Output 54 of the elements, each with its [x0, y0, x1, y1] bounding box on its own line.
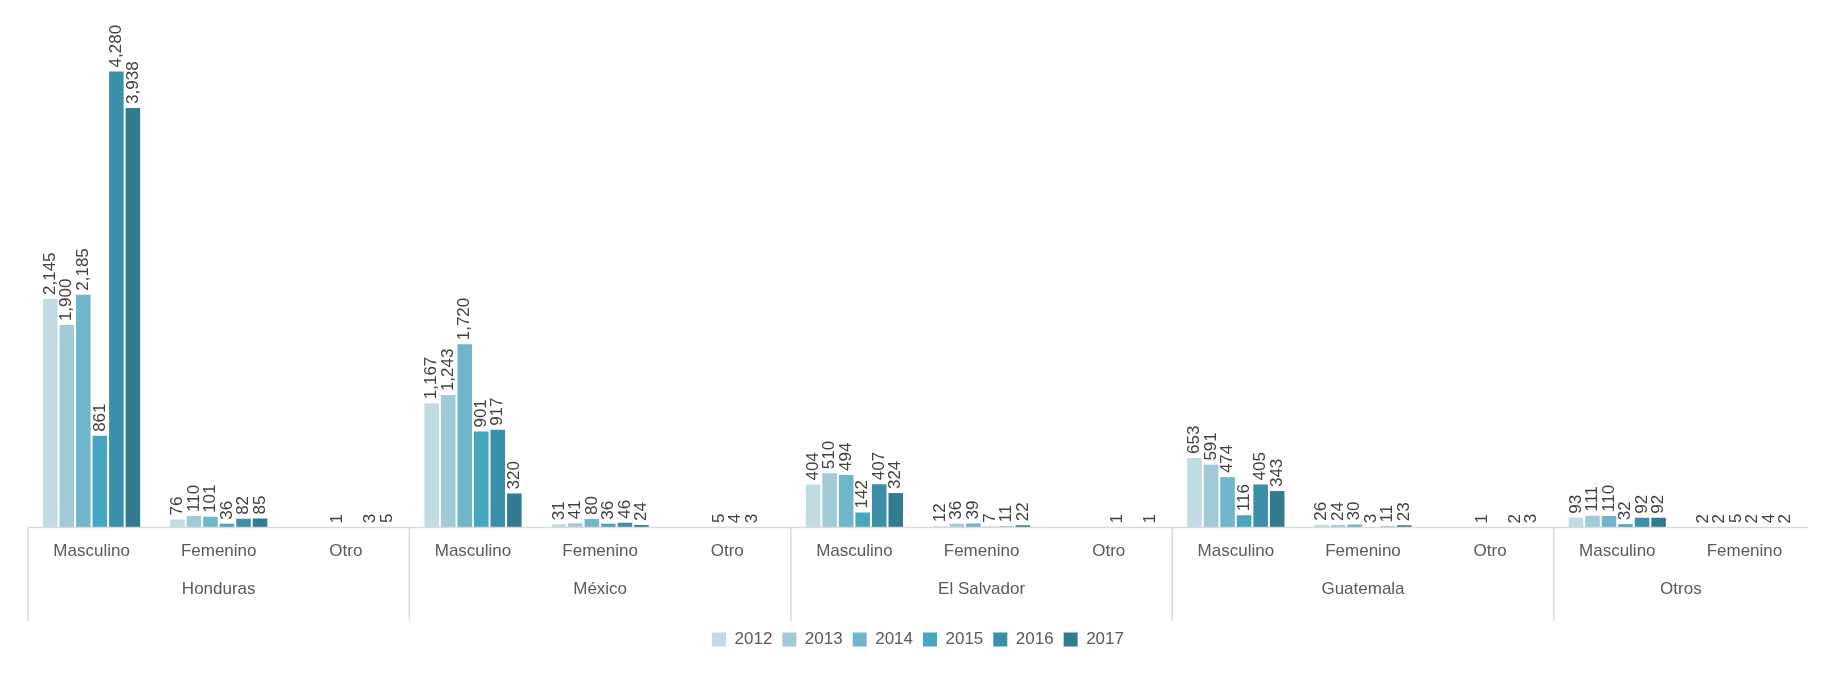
x-tick-label: Otro	[1473, 541, 1507, 561]
data-label: 320	[504, 461, 524, 490]
data-label: 404	[802, 452, 822, 481]
text: Honduras	[181, 579, 256, 599]
text: Otros	[1660, 579, 1702, 599]
data-label: 24	[631, 502, 651, 522]
data-label: 31	[548, 501, 568, 521]
data-label: 474	[1217, 444, 1237, 474]
data-label: 116	[1233, 484, 1253, 512]
x-tick-label: Masculino	[53, 541, 130, 561]
data-label: 1	[327, 514, 347, 524]
text: México	[573, 579, 628, 599]
x-tick-label: Masculino	[816, 541, 893, 561]
data-label: 3	[1521, 513, 1541, 524]
data-label: 142	[852, 480, 872, 509]
data-label: 324	[885, 460, 905, 490]
x-tick-label: Femenino	[1706, 541, 1783, 561]
x-tick-label: Otro	[329, 541, 363, 561]
legend-label: 2016	[1015, 629, 1054, 649]
data-label: 2,145	[39, 252, 59, 295]
x-tick-label: Femenino	[943, 541, 1020, 561]
data-label: 1	[1106, 514, 1126, 524]
data-label: 407	[868, 451, 888, 481]
data-label: 11	[1377, 504, 1397, 523]
data-label: 2	[1775, 513, 1795, 524]
data-label: 93	[1565, 494, 1585, 514]
x-tick-label: Femenino	[1325, 541, 1401, 561]
legend-label: 2013	[804, 629, 843, 649]
data-label: 12	[929, 503, 949, 523]
x-tick-label: Masculino	[1197, 541, 1275, 561]
data-label: 5	[708, 513, 728, 524]
x-tick-label: Masculino	[434, 541, 512, 561]
data-label: 901	[470, 399, 490, 428]
data-label: 917	[487, 397, 507, 426]
x-tick-label: Otro	[1092, 541, 1126, 561]
text: El Salvador	[938, 579, 1026, 599]
data-label: 7	[979, 513, 999, 523]
legend-label: 2017	[1086, 629, 1124, 649]
x-tick-label: Femenino	[180, 541, 257, 561]
x-tick-label: Otro	[710, 541, 744, 561]
legend-label: 2014	[875, 629, 914, 649]
data-label: 2	[1692, 513, 1712, 524]
data-label: 1,720	[454, 297, 474, 341]
x-tick-label: Masculino	[1579, 541, 1656, 561]
data-label: 1	[1139, 514, 1159, 524]
x-tick-label: Femenino	[562, 541, 638, 561]
data-label: 23	[1394, 502, 1414, 522]
data-label: 2	[1504, 513, 1524, 524]
data-label: 92	[1648, 494, 1668, 514]
data-label: 861	[89, 403, 109, 432]
legend-label: 2012	[734, 629, 773, 649]
text: Guatemala	[1321, 579, 1406, 599]
data-label: 1	[1471, 514, 1491, 524]
legend-label: 2015	[945, 629, 984, 649]
